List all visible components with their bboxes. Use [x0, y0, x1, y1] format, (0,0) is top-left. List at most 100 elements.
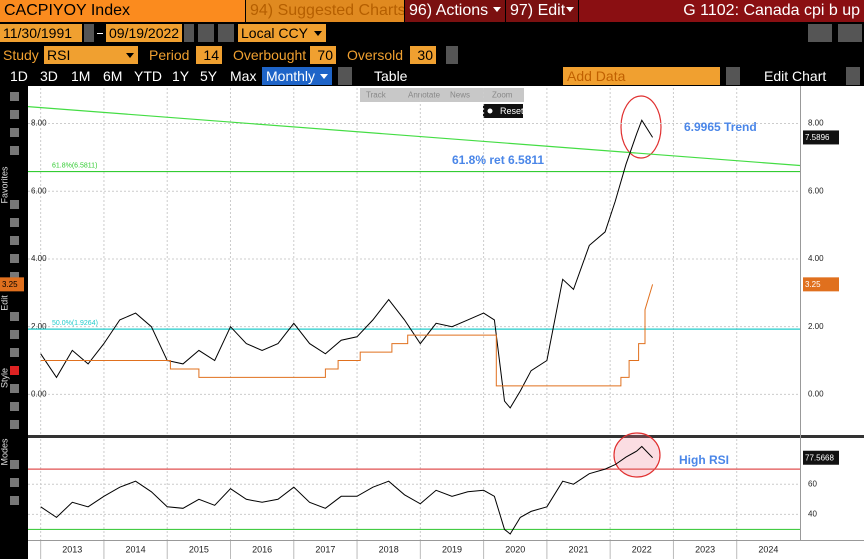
sidebar-label: Edit	[0, 295, 9, 311]
range-button[interactable]: 1D	[10, 68, 28, 84]
value-tag	[803, 277, 839, 292]
suggested-charts[interactable]: 94) Suggested Charts	[246, 0, 404, 22]
page-title: G 1102: Canada cpi b up	[579, 0, 864, 22]
pen-icon[interactable]	[446, 46, 458, 64]
y-tick-label: 6.00	[808, 186, 824, 195]
series-line	[40, 284, 654, 387]
frequency-select[interactable]: Monthly	[262, 67, 332, 85]
retracement-label: 50.0%(1.9264)	[52, 320, 98, 327]
study-select[interactable]: RSI	[44, 46, 138, 64]
range-button[interactable]: Max	[230, 68, 257, 84]
add-data-input[interactable]: Add Data	[563, 67, 720, 85]
y-tick-label: 4.00	[808, 254, 824, 263]
y-tick-label: 8.00	[808, 119, 824, 128]
undo-button[interactable]	[808, 24, 832, 42]
y-tick-label: 2.00	[808, 322, 824, 331]
redo-button[interactable]	[838, 24, 862, 42]
x-tick-label: 2017	[315, 544, 335, 554]
collapse-icon[interactable]	[726, 67, 740, 85]
x-tick-label: 2013	[62, 544, 82, 554]
date-separator	[97, 33, 103, 34]
series-line	[40, 445, 653, 535]
oversold-input[interactable]: 30	[410, 46, 436, 64]
y-tick-label: 0.00	[31, 389, 47, 398]
oversold-label: Oversold	[347, 47, 404, 63]
y-tick-label: 0.00	[808, 389, 824, 398]
reset-icon	[487, 108, 493, 114]
edit-chart-button[interactable]: Edit Chart	[764, 68, 827, 84]
overbought-label: Overbought	[233, 47, 307, 63]
chart-type-icon[interactable]	[338, 67, 352, 85]
y-tick-label: 40	[808, 509, 817, 518]
x-tick-label: 2019	[442, 544, 462, 554]
chart-tools-bar	[360, 88, 524, 102]
annotation: High RSI	[679, 453, 729, 467]
value-tag-label: 77.5668	[805, 453, 834, 462]
trend-label: 6.9965 Trend	[684, 120, 757, 134]
x-tick-label: 2024	[758, 544, 778, 554]
calendar-icon[interactable]	[84, 24, 94, 42]
x-tick-label: 2015	[189, 544, 209, 554]
highlight-circle	[613, 432, 661, 478]
calendar-icon[interactable]	[184, 24, 194, 42]
chart-tool[interactable]: Zoom	[492, 91, 513, 100]
range-button[interactable]: 1M	[71, 68, 91, 84]
table-button[interactable]: Table	[374, 68, 408, 84]
value-tag-label: 7.5896	[805, 133, 830, 142]
y-tick-label: 6.00	[31, 186, 47, 195]
period-input[interactable]: 14	[196, 46, 222, 64]
sidebar-label: Favorites	[0, 166, 9, 204]
trend-line	[27, 106, 801, 167]
value-tag-label: 3.25	[805, 280, 821, 289]
sidebar-icons	[10, 92, 19, 505]
edit-menu[interactable]: 97) Edit	[506, 0, 578, 22]
x-tick-label: 2020	[505, 544, 525, 554]
y-tick-label: 2.00	[31, 322, 47, 331]
x-tick-label: 2016	[252, 544, 272, 554]
overbought-input[interactable]: 70	[310, 46, 336, 64]
x-tick-label: 2021	[569, 544, 589, 554]
range-button[interactable]: 5Y	[200, 68, 218, 84]
range-button[interactable]: 6M	[103, 68, 123, 84]
range-button[interactable]: YTD	[134, 68, 162, 84]
value-tag	[0, 277, 24, 292]
chart-background	[28, 86, 864, 559]
x-tick-label: 2022	[632, 544, 652, 554]
sidebar-label: Modes	[0, 438, 9, 466]
x-tick-label: 2023	[695, 544, 715, 554]
actions-menu[interactable]: 96) Actions	[405, 0, 505, 22]
period-label: Period	[149, 47, 190, 63]
reset-button[interactable]	[483, 104, 523, 118]
chart-tool[interactable]: News	[450, 91, 470, 100]
value-tag	[803, 130, 839, 145]
expand-icon[interactable]	[846, 67, 860, 85]
x-tick-label: 2018	[379, 544, 399, 554]
currency-select[interactable]: Local CCY	[238, 24, 326, 42]
retracement-label: 61.8%(6.5811)	[52, 162, 97, 169]
reset-label[interactable]: Reset	[500, 106, 524, 116]
y-tick-label: 4.00	[31, 254, 47, 263]
annotation: 61.8% ret 6.5811	[452, 153, 544, 167]
study-label: Study	[3, 47, 39, 63]
highlight-circle	[620, 95, 662, 159]
value-tag	[803, 450, 839, 465]
next-button[interactable]	[218, 24, 234, 42]
y-tick-label: 60	[808, 479, 817, 488]
sidebar	[0, 86, 28, 559]
series-line	[40, 119, 654, 409]
ticker[interactable]: CACPIYOY Index	[0, 0, 245, 22]
sidebar-label: Style	[0, 368, 9, 388]
end-date[interactable]: 09/19/2022	[106, 24, 182, 42]
x-tick-label: 2014	[126, 544, 146, 554]
value-tag-label: 3.25	[2, 280, 18, 289]
range-button[interactable]: 3D	[40, 68, 58, 84]
chart-tool[interactable]: Track	[366, 91, 387, 100]
y-tick-label: 8.00	[31, 119, 47, 128]
start-date[interactable]: 11/30/1991	[0, 24, 82, 42]
chart-tool[interactable]: Annotate	[408, 91, 441, 100]
prev-button[interactable]	[198, 24, 214, 42]
range-button[interactable]: 1Y	[172, 68, 190, 84]
